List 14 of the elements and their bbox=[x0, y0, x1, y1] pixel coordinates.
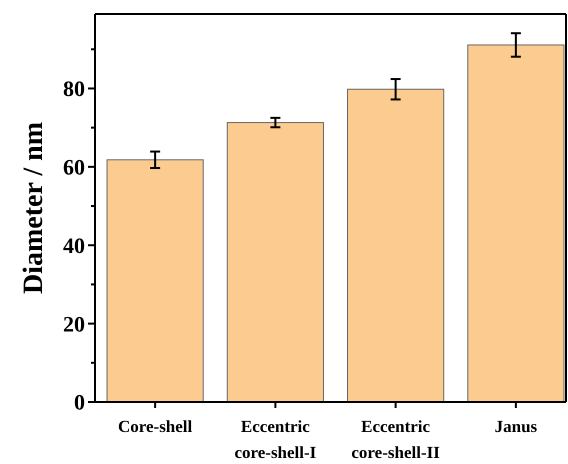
bar bbox=[347, 88, 444, 402]
x-tick-label: Janus bbox=[494, 417, 538, 436]
bar bbox=[106, 159, 204, 402]
y-tick-label: 0 bbox=[74, 390, 85, 415]
x-tick-label: Core-shell bbox=[118, 417, 193, 436]
y-axis-title: Diameter / nm bbox=[18, 122, 49, 294]
y-tick-label: 40 bbox=[63, 232, 85, 258]
y-tick-label: 60 bbox=[63, 154, 85, 180]
bar bbox=[467, 44, 564, 402]
bar bbox=[226, 122, 324, 402]
y-tick-label: 80 bbox=[63, 76, 85, 102]
x-tick-label: Eccentric core-shell-II bbox=[351, 417, 440, 462]
x-tick-label: Eccentric core-shell-I bbox=[234, 417, 317, 462]
y-tick-label: 20 bbox=[63, 311, 85, 336]
